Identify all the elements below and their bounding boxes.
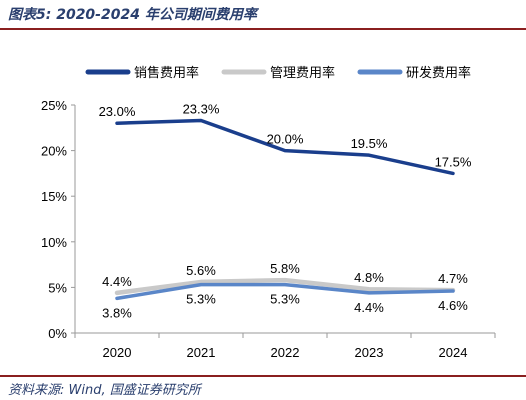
data-label: 5.3%	[186, 292, 216, 307]
data-label: 23.0%	[99, 104, 136, 119]
y-tick-label: 20%	[41, 144, 67, 159]
series-line	[115, 282, 455, 301]
x-tick-label: 2024	[439, 345, 468, 360]
x-tick-label: 2022	[271, 345, 300, 360]
x-tick-label: 2020	[103, 345, 132, 360]
y-tick-label: 0%	[48, 326, 67, 341]
data-label: 4.6%	[438, 298, 468, 313]
data-label: 5.6%	[186, 263, 216, 278]
data-label: 4.4%	[102, 274, 132, 289]
y-tick-label: 15%	[41, 189, 67, 204]
data-label: 5.8%	[270, 261, 300, 276]
y-tick-label: 5%	[48, 280, 67, 295]
source-note: 资料来源: Wind, 国盛证券研究所	[8, 383, 201, 398]
data-label: 19.5%	[351, 136, 388, 151]
data-label: 4.4%	[354, 300, 384, 315]
title-divider	[0, 28, 526, 30]
data-label: 4.8%	[354, 270, 384, 285]
legend-label: 管理费用率	[270, 65, 335, 80]
legend-label: 销售费用率	[134, 65, 199, 80]
source-divider	[0, 375, 526, 377]
legend-label: 研发费用率	[406, 65, 471, 80]
data-label: 17.5%	[435, 154, 472, 169]
data-label: 20.0%	[267, 132, 304, 147]
data-label: 5.3%	[270, 292, 300, 307]
data-label: 4.7%	[438, 271, 468, 286]
series-line	[115, 118, 455, 176]
x-tick-label: 2021	[187, 345, 216, 360]
series-line	[114, 277, 456, 296]
y-tick-label: 25%	[41, 98, 67, 113]
x-tick-label: 2023	[355, 345, 384, 360]
data-label: 3.8%	[102, 305, 132, 320]
data-label: 23.3%	[183, 102, 220, 117]
y-tick-label: 10%	[41, 235, 67, 250]
chart-title: 图表5: 2020-2024 年公司期间费用率	[8, 7, 257, 23]
